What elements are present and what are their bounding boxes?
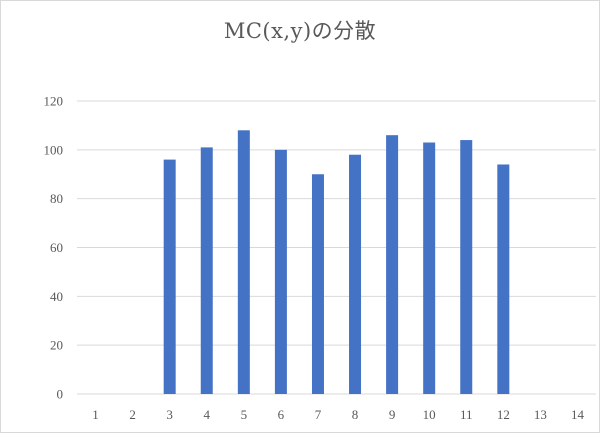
x-tick-label: 3 bbox=[166, 407, 173, 422]
bar-8 bbox=[349, 154, 362, 394]
x-tick-label: 1 bbox=[92, 407, 99, 422]
x-tick-label: 2 bbox=[129, 407, 136, 422]
x-tick-label: 5 bbox=[241, 407, 248, 422]
y-tick-label: 0 bbox=[57, 387, 64, 402]
x-tick-label: 9 bbox=[389, 407, 396, 422]
x-tick-label: 12 bbox=[497, 407, 510, 422]
x-tick-label: 13 bbox=[534, 407, 547, 422]
bar-12 bbox=[497, 164, 510, 394]
bar-5 bbox=[237, 130, 250, 395]
x-tick-label: 14 bbox=[571, 407, 585, 422]
x-tick-label: 10 bbox=[423, 407, 436, 422]
x-tick-label: 4 bbox=[204, 407, 211, 422]
bar-6 bbox=[274, 149, 287, 394]
x-tick-label: 11 bbox=[460, 407, 473, 422]
bar-4 bbox=[200, 147, 213, 394]
x-tick-label: 7 bbox=[315, 407, 322, 422]
y-tick-label: 60 bbox=[50, 240, 63, 255]
bar-11 bbox=[460, 140, 473, 394]
bar-9 bbox=[386, 135, 399, 394]
bar-3 bbox=[163, 159, 176, 394]
y-tick-label: 40 bbox=[50, 289, 63, 304]
y-tick-label: 120 bbox=[44, 94, 64, 109]
bar-7 bbox=[311, 174, 324, 394]
chart-title: MC(x,y)の分散 bbox=[223, 19, 377, 43]
x-tick-label: 8 bbox=[352, 407, 359, 422]
y-tick-label: 80 bbox=[50, 191, 63, 206]
bar-10 bbox=[423, 142, 436, 394]
y-tick-label: 20 bbox=[50, 338, 63, 353]
y-tick-label: 100 bbox=[44, 142, 64, 157]
x-tick-label: 6 bbox=[278, 407, 285, 422]
